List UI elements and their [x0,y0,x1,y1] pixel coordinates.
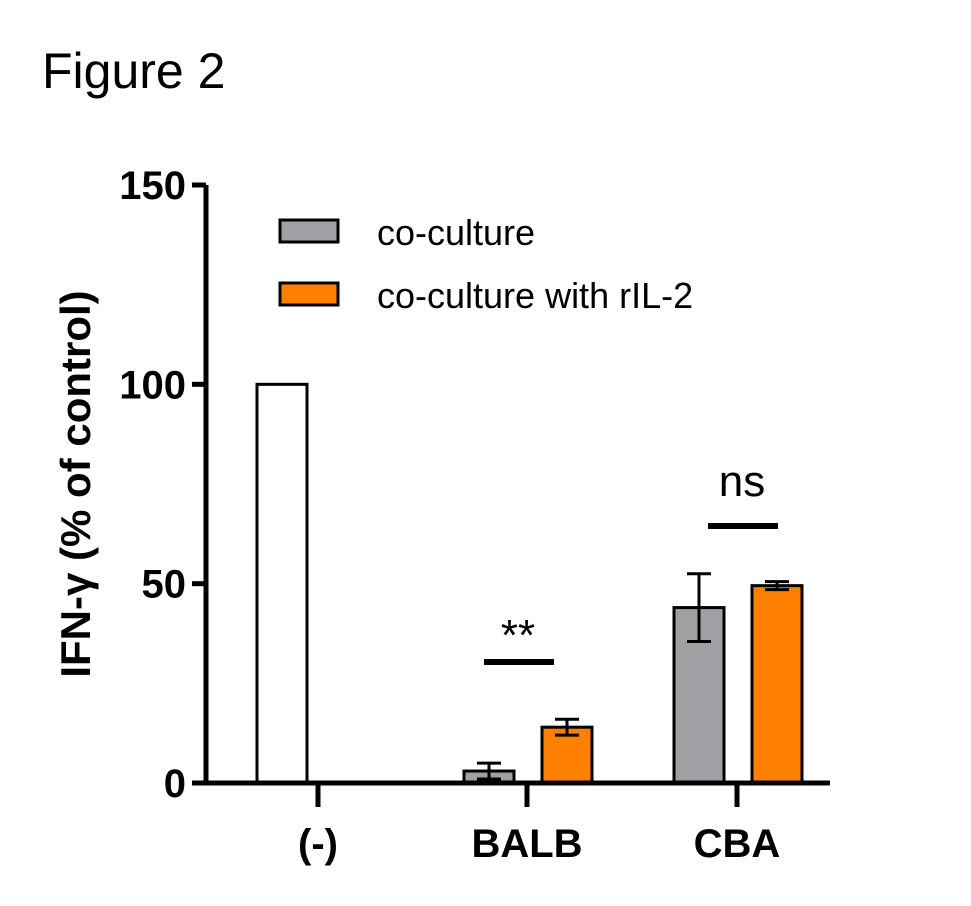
y-tick-label: 150 [119,164,186,208]
x-category-label: (-) [298,822,338,866]
y-tick-label: 100 [119,363,186,407]
y-tick-label: 50 [142,563,187,607]
significance-label: ** [501,611,535,660]
bar-ril2-cba [750,584,804,785]
x-category-label: BALB [471,822,582,866]
legend-swatch [278,281,340,307]
bar-control [255,382,309,785]
y-axis-label: IFN-γ (% of control) [52,290,99,677]
y-tick-label: 0 [164,762,186,806]
legend-label: co-culture with rIL-2 [377,275,693,316]
significance-label: ns [719,457,765,506]
figure-title: Figure 2 [42,43,226,99]
x-category-label: CBA [694,822,781,866]
legend-label: co-culture [377,212,535,253]
legend-swatch [278,218,340,244]
